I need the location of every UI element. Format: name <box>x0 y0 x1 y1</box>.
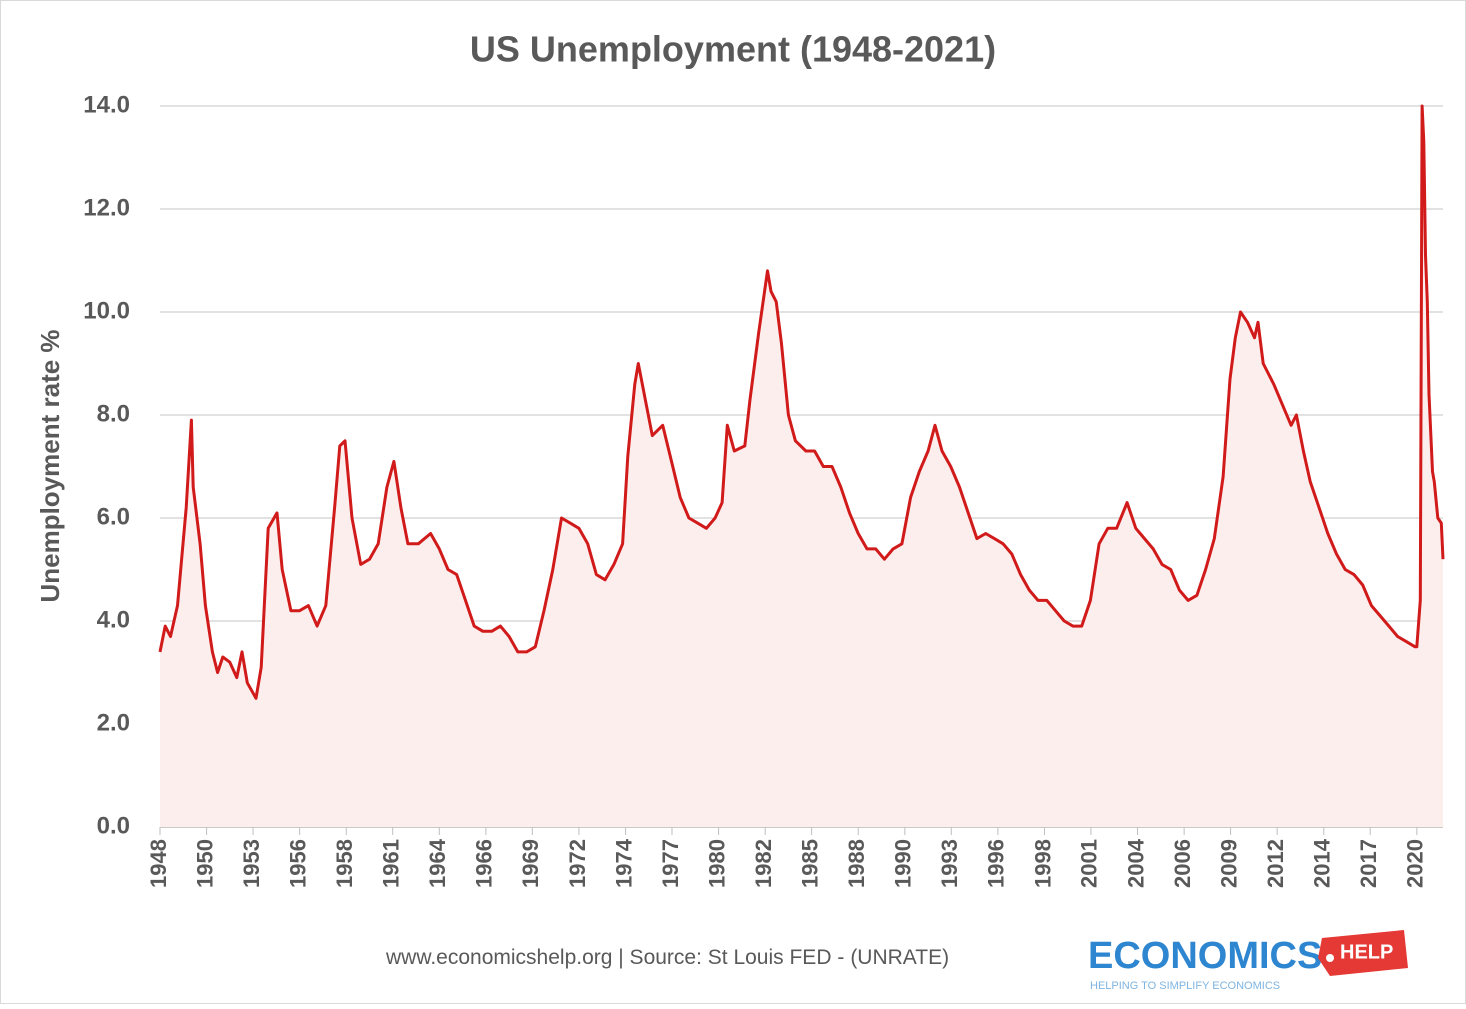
footer-source: www.economicshelp.org | Source: St Louis… <box>385 946 844 969</box>
x-tick-label: 2001 <box>1077 839 1102 888</box>
x-tick-label: 1966 <box>472 839 497 888</box>
x-tick-label: 2020 <box>1403 839 1428 888</box>
x-tick-label: 1950 <box>192 839 217 888</box>
x-tick-label: 2012 <box>1263 839 1288 888</box>
line <box>158 104 1445 700</box>
footer-series: (UNRATE) <box>850 946 949 969</box>
x-tick-label: 1977 <box>658 839 683 888</box>
logo-tag: HELP <box>1340 941 1393 963</box>
x-tick-label: 2017 <box>1356 839 1381 888</box>
chart-title: US Unemployment (1948-2021) <box>470 29 996 70</box>
x-tick-label: 1964 <box>425 838 450 888</box>
x-tick-label: 1969 <box>518 839 543 888</box>
x-tick-label: 1974 <box>611 838 636 888</box>
x-tick-label: 1980 <box>704 839 729 888</box>
y-tick-label: 2.0 <box>97 709 130 736</box>
logo-tag-shape <box>1318 930 1408 976</box>
y-tick-label: 10.0 <box>83 297 130 324</box>
area <box>160 106 1443 827</box>
y-tick-label: 8.0 <box>97 400 130 427</box>
x-tick-label: 2006 <box>1170 839 1195 888</box>
y-tick-label: 0.0 <box>97 812 130 839</box>
logo-tagline: HELPING TO SIMPLIFY ECONOMICS <box>1090 980 1280 992</box>
x-tick-label: 1990 <box>891 839 916 888</box>
x-tick-label: 1985 <box>797 839 822 888</box>
x-tick-label: 1956 <box>285 839 310 888</box>
x-tick-label: 1972 <box>565 839 590 888</box>
y-tick-label: 12.0 <box>83 194 130 221</box>
x-tick-label: 2004 <box>1123 838 1148 888</box>
x-tick-label: 2009 <box>1216 839 1241 888</box>
logo-tag-hole <box>1326 954 1334 962</box>
x-tick-label: 1993 <box>937 839 962 888</box>
x-tick-label: 1961 <box>378 839 403 888</box>
y-tick-label: 4.0 <box>97 606 130 633</box>
y-tick-label: 6.0 <box>97 503 130 530</box>
x-tick-label: 2014 <box>1310 838 1335 888</box>
y-axis-label: Unemployment rate % <box>35 329 65 602</box>
x-tick-label: 1948 <box>146 839 171 888</box>
logo: ECONOMICS HELP HELPING TO SIMPLIFY ECONO… <box>1088 930 1408 992</box>
y-tick-label: 14.0 <box>83 91 130 118</box>
logo-main: ECONOMICS <box>1088 935 1322 977</box>
x-tick-label: 1998 <box>1030 839 1055 888</box>
x-tick-label: 1958 <box>332 839 357 888</box>
x-tick-label: 1996 <box>984 839 1009 888</box>
footer: www.economicshelp.org | Source: St Louis… <box>385 946 949 969</box>
x-tick-label: 1988 <box>844 839 869 888</box>
x-tick-label: 1982 <box>751 839 776 888</box>
x-tick-label: 1953 <box>239 839 264 888</box>
